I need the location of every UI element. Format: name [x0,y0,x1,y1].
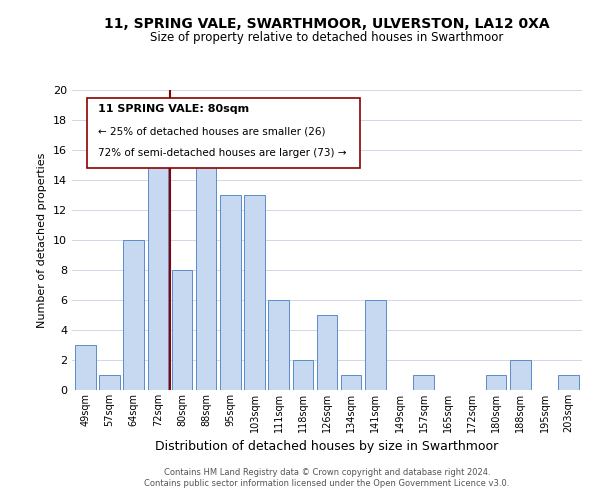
Text: 72% of semi-detached houses are larger (73) →: 72% of semi-detached houses are larger (… [97,148,346,158]
Text: Size of property relative to detached houses in Swarthmoor: Size of property relative to detached ho… [151,31,503,44]
Text: Contains HM Land Registry data © Crown copyright and database right 2024.
Contai: Contains HM Land Registry data © Crown c… [145,468,509,487]
Bar [293,360,313,390]
Y-axis label: Number of detached properties: Number of detached properties [37,152,47,328]
Bar [317,315,337,390]
Text: 11 SPRING VALE: 80sqm: 11 SPRING VALE: 80sqm [97,104,248,114]
Bar [510,360,530,390]
Bar [220,195,241,390]
FancyBboxPatch shape [88,98,360,168]
Bar [486,375,506,390]
Bar [365,300,386,390]
Bar [99,375,120,390]
X-axis label: Distribution of detached houses by size in Swarthmoor: Distribution of detached houses by size … [155,440,499,454]
Bar [75,345,95,390]
Text: 11, SPRING VALE, SWARTHMOOR, ULVERSTON, LA12 0XA: 11, SPRING VALE, SWARTHMOOR, ULVERSTON, … [104,18,550,32]
Bar [268,300,289,390]
Text: ← 25% of detached houses are smaller (26): ← 25% of detached houses are smaller (26… [97,126,325,136]
Bar [124,240,144,390]
Bar [196,165,217,390]
Bar [559,375,579,390]
Bar [413,375,434,390]
Bar [341,375,361,390]
Bar [244,195,265,390]
Bar [148,150,168,390]
Bar [172,270,192,390]
